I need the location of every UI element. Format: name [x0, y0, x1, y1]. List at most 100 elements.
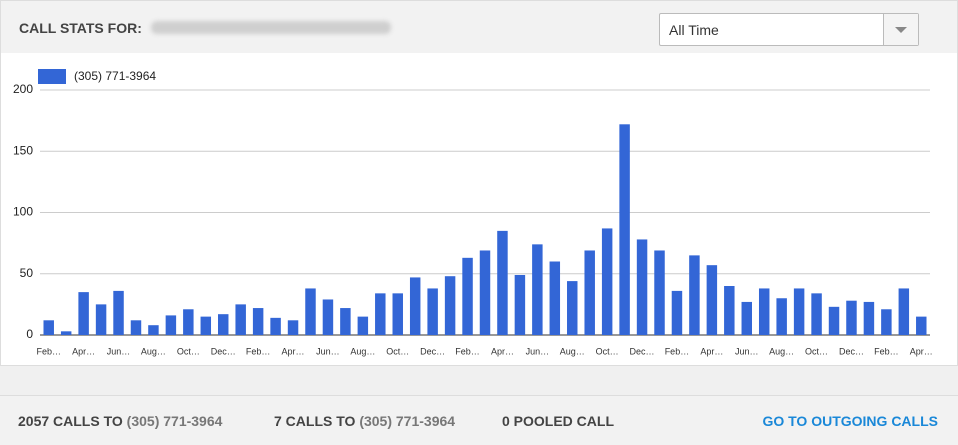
x-tick-label: Apr… — [491, 346, 514, 356]
bar — [654, 250, 665, 335]
x-tick-label: Apr… — [282, 346, 305, 356]
x-tick-label: Feb… — [36, 346, 61, 356]
dropdown-arrow — [895, 27, 907, 33]
bar — [252, 308, 264, 335]
bar — [462, 257, 473, 335]
x-tick-label: Dec… — [630, 346, 655, 356]
bar — [619, 124, 630, 335]
bar — [409, 277, 421, 335]
footer: GO TO OUTGOING CALLS 2057 CALLS TO (305)… — [0, 395, 958, 445]
bar — [305, 288, 316, 335]
title: CALL STATS FOR: — [19, 20, 142, 36]
x-tick-label: Jun… — [107, 346, 131, 356]
x-tick-label: Aug… — [350, 346, 375, 356]
outgoing-calls-link[interactable]: GO TO OUTGOING CALLS — [762, 413, 938, 429]
bar — [636, 239, 648, 335]
bar — [357, 316, 369, 335]
chart: 0 50 100 150 200 (305) 771-3964 Feb… Apr… Jun… Au… — [13, 69, 933, 356]
bar — [863, 301, 875, 335]
bar — [95, 304, 107, 335]
bar — [881, 309, 892, 335]
stat-count: 7 CALLS TO — [274, 413, 356, 429]
x-tick-label: Oct… — [177, 346, 200, 356]
x-tick-label: Dec… — [211, 346, 236, 356]
x-tick-label: Jun… — [735, 346, 759, 356]
bar — [706, 265, 718, 335]
bar — [671, 290, 683, 335]
bar — [741, 301, 752, 335]
x-tick-label: Oct… — [596, 346, 619, 356]
bar — [183, 309, 194, 335]
x-tick-label: Feb… — [665, 346, 690, 356]
header: CALL STATS FOR: All Time — [0, 0, 958, 54]
bar — [200, 316, 212, 335]
bar — [724, 286, 735, 335]
dropdown[interactable]: All Time — [659, 13, 919, 46]
bar — [898, 288, 910, 335]
x-tick-label: Oct… — [386, 346, 409, 356]
stat-count: 2057 CALLS TO — [18, 413, 123, 429]
bar — [130, 320, 142, 335]
stat-number: (305) 771-3964 — [126, 413, 223, 429]
bar — [375, 293, 386, 335]
bar — [287, 320, 299, 335]
bar — [846, 300, 857, 335]
bar — [392, 293, 403, 335]
bar — [165, 315, 177, 335]
x-tick-label: Jun… — [526, 346, 550, 356]
x-tick-label: Aug… — [560, 346, 585, 356]
bar — [113, 290, 124, 335]
stat-number: (305) 771-3964 — [359, 413, 456, 429]
x-tick-label: Apr… — [910, 346, 933, 356]
x-tick-label: Apr… — [72, 346, 95, 356]
y-tick-label: 200 — [13, 82, 33, 96]
x-tick-label: Dec… — [420, 346, 445, 356]
call-stat: 7 CALLS TO (305) 771-3964 — [274, 413, 455, 429]
bar — [322, 299, 334, 335]
call-stat: 2057 CALLS TO (305) 771-3964 — [18, 413, 222, 429]
bar — [427, 288, 438, 335]
blurred-domain — [151, 21, 391, 34]
bar — [218, 314, 229, 335]
legend-label: (305) 771-3964 — [74, 69, 156, 83]
x-tick-label: Feb… — [246, 346, 271, 356]
bar — [444, 276, 456, 335]
bar — [479, 250, 491, 335]
bar — [340, 308, 351, 335]
x-tick-label: Feb… — [455, 346, 480, 356]
y-tick-label: 0 — [26, 327, 33, 341]
y-tick-label: 100 — [13, 205, 33, 219]
bar — [60, 331, 72, 335]
x-tick-label: Feb… — [874, 346, 899, 356]
bar — [148, 325, 159, 335]
bar — [689, 255, 700, 335]
x-tick-label: Apr… — [700, 346, 723, 356]
x-tick-label: Oct… — [805, 346, 828, 356]
x-tick-label: Jun… — [316, 346, 340, 356]
bar — [601, 228, 613, 335]
dropdown-value: All Time — [669, 22, 719, 38]
bar — [532, 244, 543, 335]
bar — [514, 274, 526, 335]
bar — [916, 316, 927, 335]
bar — [497, 230, 508, 335]
stat-count: 0 POOLED CALL — [502, 413, 615, 429]
dropdown-button[interactable] — [883, 14, 918, 45]
bar — [78, 292, 89, 335]
x-tick-label: Dec… — [839, 346, 864, 356]
bar — [567, 281, 578, 335]
bar — [811, 293, 822, 335]
bar — [43, 320, 54, 335]
bar — [776, 298, 787, 335]
bar — [828, 306, 840, 335]
bar — [235, 304, 246, 335]
legend-swatch — [38, 69, 66, 84]
call-stat: 0 POOLED CALL — [502, 413, 614, 429]
x-tick-label: Aug… — [769, 346, 794, 356]
bar — [270, 317, 281, 335]
y-tick-label: 150 — [13, 143, 33, 157]
bar — [793, 288, 805, 335]
bar — [758, 288, 770, 335]
x-tick-label: Aug… — [141, 346, 166, 356]
